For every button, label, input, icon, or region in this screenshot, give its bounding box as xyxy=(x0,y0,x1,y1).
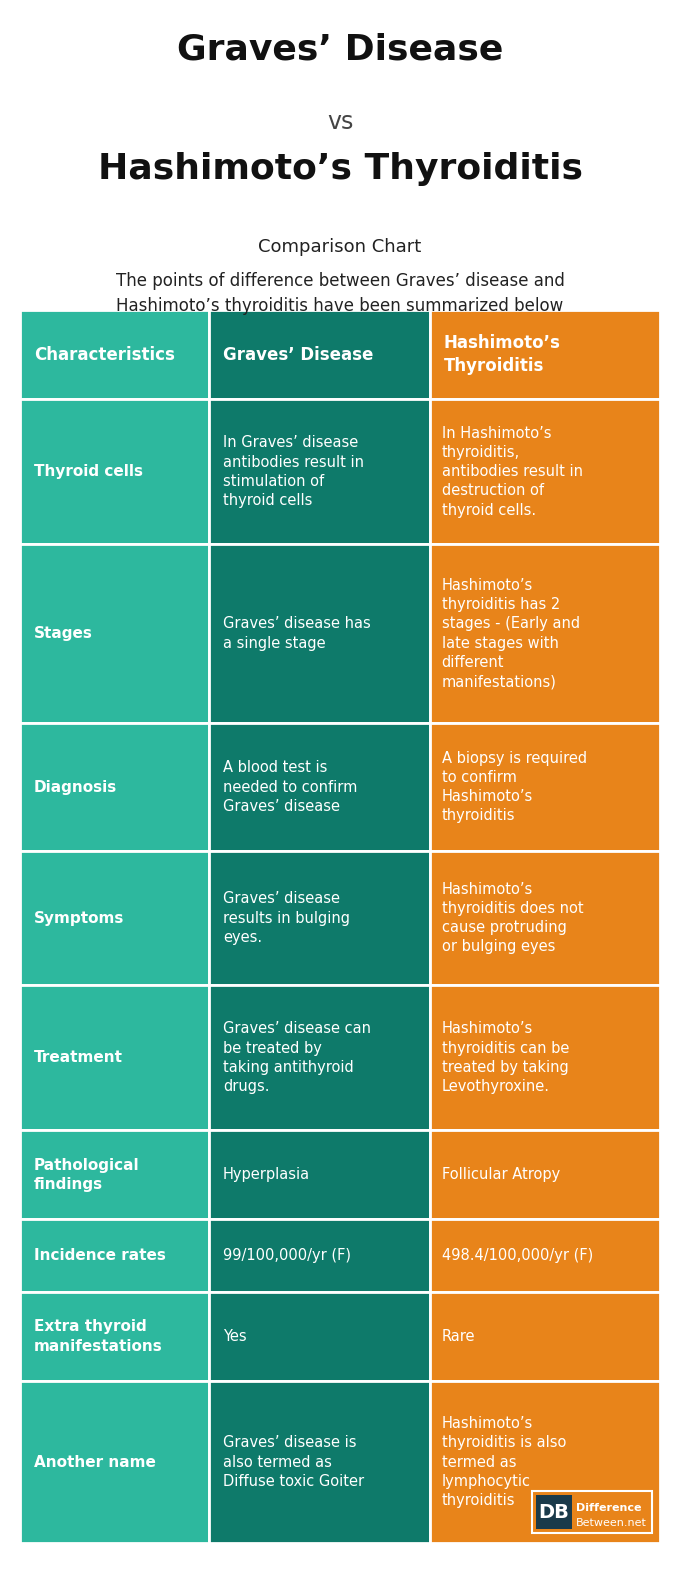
Text: Graves’ disease has
a single stage: Graves’ disease has a single stage xyxy=(223,617,371,651)
Bar xyxy=(209,311,430,399)
Text: Extra thyroid
manifestations: Extra thyroid manifestations xyxy=(34,1319,163,1354)
Bar xyxy=(430,399,660,544)
Text: The points of difference between Graves’ disease and
Hashimoto’s thyroiditis hav: The points of difference between Graves’… xyxy=(116,273,564,315)
Text: 99/100,000/yr (F): 99/100,000/yr (F) xyxy=(223,1247,351,1263)
Bar xyxy=(209,1381,430,1544)
Text: Comparison Chart: Comparison Chart xyxy=(258,238,422,257)
Bar xyxy=(430,544,660,723)
Bar xyxy=(20,399,209,544)
Text: Graves’ disease is
also termed as
Diffuse toxic Goiter: Graves’ disease is also termed as Diffus… xyxy=(223,1436,364,1488)
Text: vs: vs xyxy=(327,109,353,135)
Bar xyxy=(430,1219,660,1292)
Text: Incidence rates: Incidence rates xyxy=(34,1247,166,1263)
Text: Hashimoto’s
thyroiditis does not
cause protruding
or bulging eyes: Hashimoto’s thyroiditis does not cause p… xyxy=(441,881,583,954)
Bar xyxy=(20,1381,209,1544)
Bar xyxy=(209,851,430,986)
Text: Difference: Difference xyxy=(576,1503,641,1514)
Bar xyxy=(209,399,430,544)
Text: Stages: Stages xyxy=(34,626,93,640)
Text: In Graves’ disease
antibodies result in
stimulation of
thyroid cells: In Graves’ disease antibodies result in … xyxy=(223,436,364,509)
Text: Another name: Another name xyxy=(34,1455,156,1469)
Text: Hyperplasia: Hyperplasia xyxy=(223,1167,310,1182)
Text: Hashimoto’s
thyroiditis is also
termed as
lymphocytic
thyroiditis: Hashimoto’s thyroiditis is also termed a… xyxy=(441,1417,566,1507)
Text: Graves’ disease can
be treated by
taking antithyroid
drugs.: Graves’ disease can be treated by taking… xyxy=(223,1021,371,1094)
Bar xyxy=(430,986,660,1130)
Bar xyxy=(209,1130,430,1219)
Bar xyxy=(430,311,660,399)
Bar xyxy=(430,851,660,986)
Bar xyxy=(20,1130,209,1219)
Text: In Hashimoto’s
thyroiditis,
antibodies result in
destruction of
thyroid cells.: In Hashimoto’s thyroiditis, antibodies r… xyxy=(441,426,583,518)
Bar xyxy=(20,1219,209,1292)
Bar xyxy=(209,986,430,1130)
Bar xyxy=(20,1292,209,1381)
Text: Hashimoto’s
thyroiditis can be
treated by taking
Levothyroxine.: Hashimoto’s thyroiditis can be treated b… xyxy=(441,1021,569,1094)
Text: Hashimoto’s
thyroiditis has 2
stages - (Early and
late stages with
different
man: Hashimoto’s thyroiditis has 2 stages - (… xyxy=(441,579,580,689)
Bar xyxy=(20,544,209,723)
Bar xyxy=(430,723,660,851)
Text: Rare: Rare xyxy=(441,1330,475,1344)
Text: Treatment: Treatment xyxy=(34,1051,123,1065)
Text: DB: DB xyxy=(539,1503,569,1522)
Bar xyxy=(20,986,209,1130)
Bar xyxy=(430,1381,660,1544)
Text: A blood test is
needed to confirm
Graves’ disease: A blood test is needed to confirm Graves… xyxy=(223,761,357,813)
Text: Follicular Atropy: Follicular Atropy xyxy=(441,1167,560,1182)
Text: Graves’ Disease: Graves’ Disease xyxy=(177,32,503,67)
Text: Between.net: Between.net xyxy=(576,1518,647,1528)
Text: Graves’ disease
results in bulging
eyes.: Graves’ disease results in bulging eyes. xyxy=(223,891,350,945)
Text: Yes: Yes xyxy=(223,1330,246,1344)
Bar xyxy=(532,1491,652,1533)
Bar xyxy=(20,723,209,851)
Bar xyxy=(430,1130,660,1219)
Text: A biopsy is required
to confirm
Hashimoto’s
thyroiditis: A biopsy is required to confirm Hashimot… xyxy=(441,751,587,823)
Bar xyxy=(430,1292,660,1381)
Bar xyxy=(536,1495,572,1530)
Text: 498.4/100,000/yr (F): 498.4/100,000/yr (F) xyxy=(441,1247,593,1263)
Text: Symptoms: Symptoms xyxy=(34,911,124,926)
Text: Hashimoto’s Thyroiditis: Hashimoto’s Thyroiditis xyxy=(97,152,583,185)
Text: Diagnosis: Diagnosis xyxy=(34,780,117,794)
Text: Thyroid cells: Thyroid cells xyxy=(34,464,143,479)
Bar xyxy=(209,544,430,723)
Bar xyxy=(209,1292,430,1381)
Text: Characteristics: Characteristics xyxy=(34,346,175,363)
Bar xyxy=(209,1219,430,1292)
Bar xyxy=(20,311,209,399)
Text: Pathological
findings: Pathological findings xyxy=(34,1157,139,1192)
Text: Hashimoto’s
Thyroiditis: Hashimoto’s Thyroiditis xyxy=(443,334,560,376)
Bar xyxy=(20,851,209,986)
Text: Graves’ Disease: Graves’ Disease xyxy=(223,346,373,363)
Bar xyxy=(209,723,430,851)
